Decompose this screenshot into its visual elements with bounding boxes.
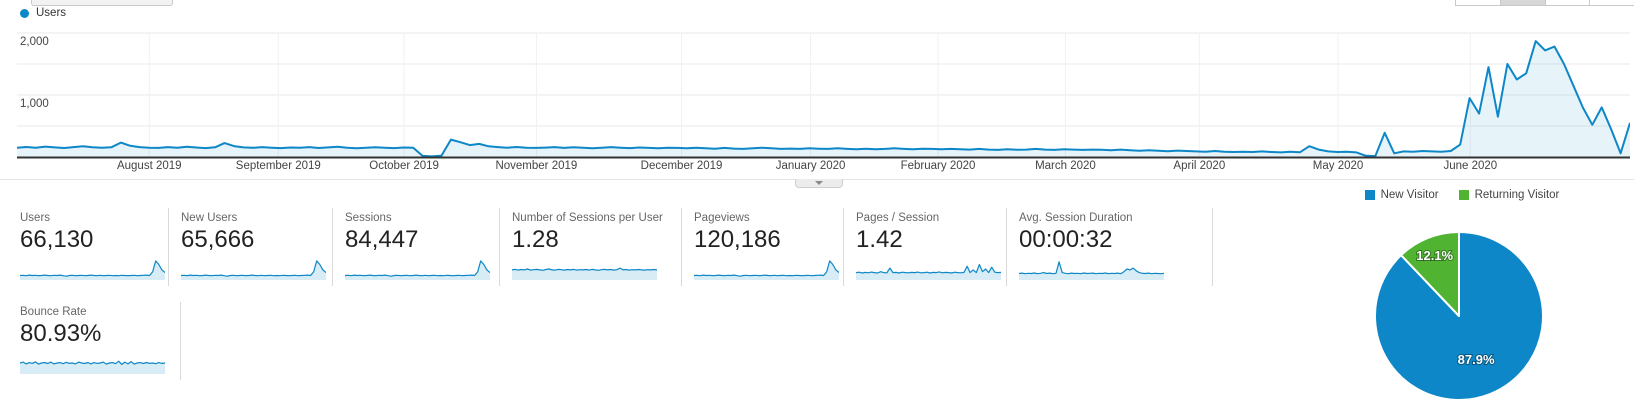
metric-sparkline — [181, 260, 326, 280]
metric-sparkline — [512, 267, 657, 280]
metric-card-pageviews[interactable]: Pageviews 120,186 — [682, 208, 844, 286]
legend-item-new-visitor: New Visitor — [1364, 189, 1439, 201]
metric-value: 00:00:32 — [1019, 226, 1113, 253]
timeline-legend: Users — [20, 7, 66, 19]
metric-label: Pages / Session — [856, 212, 940, 224]
cutoff-dropdown-button[interactable] — [31, 0, 173, 6]
new-visitor-legend-label: New Visitor — [1380, 189, 1439, 201]
metric-card-pages-session[interactable]: Pages / Session 1.42 — [844, 208, 1007, 286]
visitor-type-pie-chart: 87.9% 12.1% — [1373, 231, 1544, 401]
x-axis-tick-label: December 2019 — [640, 160, 723, 172]
chevron-down-icon — [815, 181, 823, 185]
chart-granularity-segmented-control[interactable] — [1455, 0, 1634, 6]
x-axis-tick-label: November 2019 — [495, 160, 578, 172]
y-axis-tick-2000: 2,000 — [20, 36, 49, 48]
metric-label: Sessions — [345, 212, 392, 224]
pie-legend: New Visitor Returning Visitor — [1290, 189, 1634, 201]
users-legend-dot-icon — [20, 8, 29, 18]
metric-sparkline — [694, 260, 839, 280]
metric-sparkline — [20, 260, 165, 280]
x-axis-tick-label: October 2019 — [369, 160, 439, 172]
pie-slice-label: 12.1% — [1416, 248, 1453, 263]
metric-card-new-users[interactable]: New Users 65,666 — [169, 208, 333, 286]
metric-label: Pageviews — [694, 212, 750, 224]
legend-item-returning-visitor: Returning Visitor — [1458, 189, 1560, 201]
x-axis-tick-label: May 2020 — [1312, 160, 1364, 172]
x-axis-tick-label: August 2019 — [116, 160, 182, 172]
metric-value: 66,130 — [20, 226, 94, 253]
metric-label: Number of Sessions per User — [512, 212, 663, 224]
returning-visitor-swatch-icon — [1458, 190, 1469, 200]
metric-card-sessions[interactable]: Sessions 84,447 — [333, 208, 500, 286]
metric-value: 1.42 — [856, 226, 903, 253]
metric-value: 65,666 — [181, 226, 255, 253]
metric-value: 120,186 — [694, 226, 781, 253]
metric-label: Users — [20, 212, 51, 224]
users-timeline-chart — [17, 32, 1630, 159]
metrics-row-1: Users 66,130 New Users 65,666 Sessions 84,447… — [18, 208, 1213, 286]
x-axis-tick-label: June 2020 — [1443, 160, 1498, 172]
metric-label: Bounce Rate — [20, 306, 87, 318]
metric-value: 1.28 — [512, 226, 559, 253]
granularity-segment[interactable] — [1544, 0, 1590, 5]
granularity-segment[interactable] — [1456, 0, 1500, 5]
y-axis-tick-1000: 1,000 — [20, 98, 49, 110]
metrics-row-2: Bounce Rate 80.93% — [18, 302, 181, 380]
metric-label: Avg. Session Duration — [1019, 212, 1133, 224]
metric-sparkline — [856, 263, 1001, 280]
new-visitor-swatch-icon — [1364, 190, 1375, 200]
users-timeline-panel: Users 2,000 1,000 August 2019 September 2… — [0, 0, 1634, 180]
x-axis-tick-label: March 2020 — [1035, 160, 1096, 172]
metric-value: 84,447 — [345, 226, 419, 253]
pie-slice-label: 87.9% — [1458, 352, 1495, 367]
metric-card-number-of-sessions-per-user[interactable]: Number of Sessions per User 1.28 — [500, 208, 682, 286]
metric-card-users[interactable]: Users 66,130 — [18, 208, 169, 286]
metric-label: New Users — [181, 212, 238, 224]
metric-sparkline — [345, 260, 490, 280]
metric-value: 80.93% — [20, 320, 102, 347]
granularity-segment[interactable] — [1589, 0, 1634, 5]
metric-sparkline — [20, 360, 165, 374]
x-axis-tick-label: September 2019 — [235, 160, 321, 172]
returning-visitor-legend-label: Returning Visitor — [1474, 189, 1560, 201]
metric-card-avg-session-duration[interactable]: Avg. Session Duration 00:00:32 — [1007, 208, 1213, 286]
x-axis-tick-label: April 2020 — [1173, 160, 1226, 172]
x-axis-tick-label: February 2020 — [900, 160, 976, 172]
chart-collapse-tab[interactable] — [795, 179, 843, 188]
granularity-segment-selected[interactable] — [1499, 0, 1545, 5]
users-legend-label: Users — [36, 7, 67, 19]
x-axis-month-labels: August 2019 September 2019 October 2019 Nov… — [17, 160, 1630, 174]
metric-sparkline — [1019, 261, 1164, 280]
x-axis-tick-label: January 2020 — [775, 160, 846, 172]
metric-card-bounce-rate[interactable]: Bounce Rate 80.93% — [18, 302, 181, 380]
